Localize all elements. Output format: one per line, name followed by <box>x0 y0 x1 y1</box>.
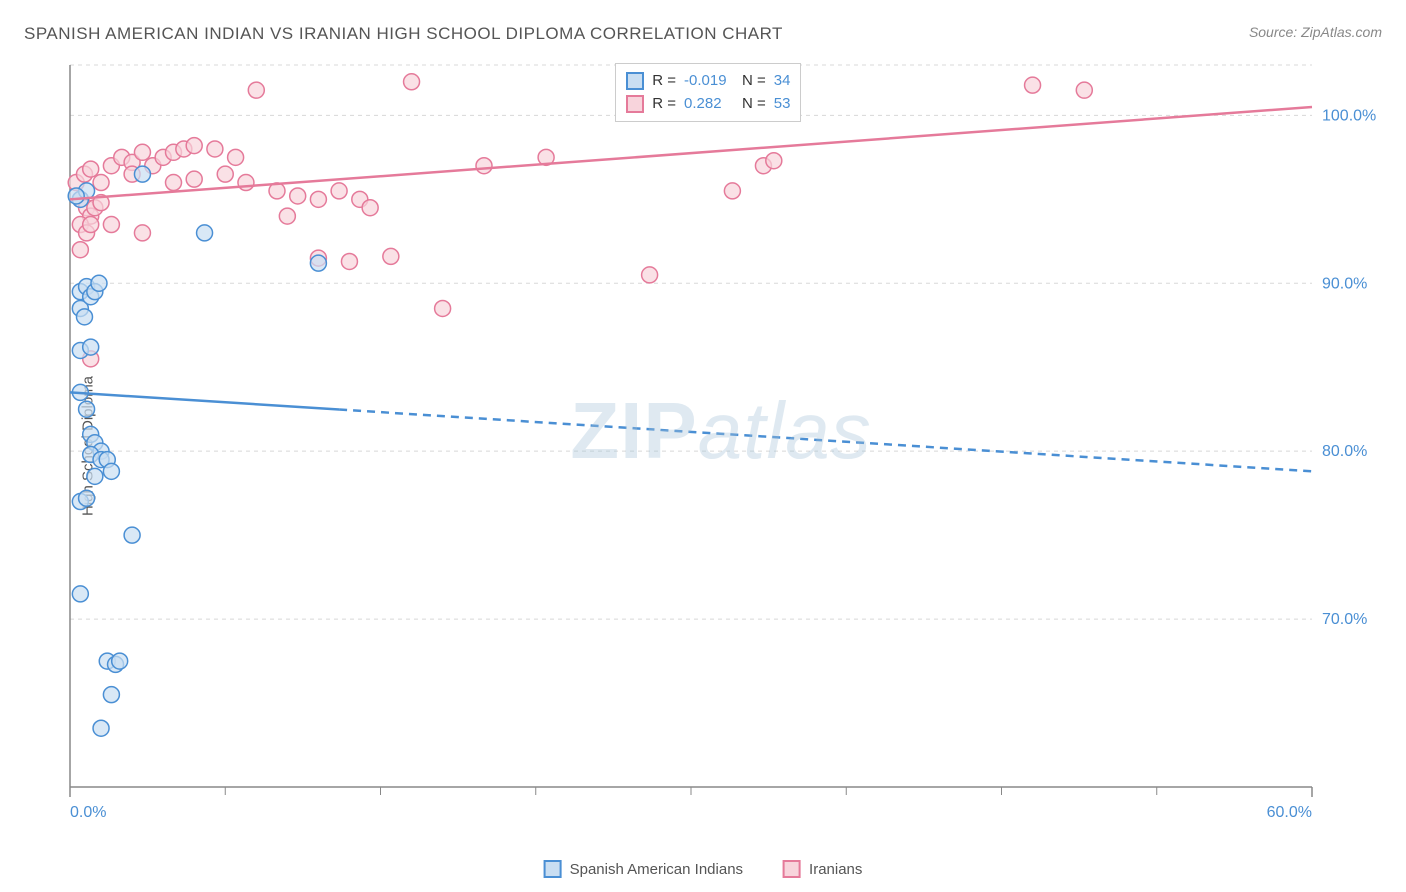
svg-text:60.0%: 60.0% <box>1267 804 1312 821</box>
svg-text:0.0%: 0.0% <box>70 804 106 821</box>
svg-text:80.0%: 80.0% <box>1322 443 1367 460</box>
correlation-legend: R = -0.019 N = 34 R = 0.282 N = 53 <box>615 63 801 122</box>
legend-row-blue: R = -0.019 N = 34 <box>626 70 790 93</box>
chart-svg: 0.0% 60.0% 70.0% 80.0% 90.0% 100.0% <box>60 60 1382 832</box>
source-attribution: Source: ZipAtlas.com <box>1249 24 1382 40</box>
chart-title: SPANISH AMERICAN INDIAN VS IRANIAN HIGH … <box>24 24 783 44</box>
legend-swatch-blue <box>544 860 562 878</box>
legend-label-pink: Iranians <box>809 861 862 878</box>
svg-text:70.0%: 70.0% <box>1322 611 1367 628</box>
n-value-pink: 53 <box>774 93 791 116</box>
chart-area: 0.0%60.0%70.0%80.0%90.0%100.0% ZIPatlas … <box>60 60 1382 832</box>
series-legend: Spanish American Indians Iranians <box>544 860 863 878</box>
legend-label-blue: Spanish American Indians <box>570 861 743 878</box>
n-label-text: N = <box>742 93 766 116</box>
svg-text:100.0%: 100.0% <box>1322 107 1376 124</box>
legend-swatch-blue <box>626 72 644 90</box>
r-value-blue: -0.019 <box>684 70 734 93</box>
n-value-blue: 34 <box>774 70 791 93</box>
r-label-text: R = <box>652 70 676 93</box>
legend-item-blue: Spanish American Indians <box>544 860 743 878</box>
n-label-text: N = <box>742 70 766 93</box>
legend-swatch-pink <box>626 95 644 113</box>
r-value-pink: 0.282 <box>684 93 734 116</box>
legend-swatch-pink <box>783 860 801 878</box>
legend-row-pink: R = 0.282 N = 53 <box>626 93 790 116</box>
svg-text:90.0%: 90.0% <box>1322 275 1367 292</box>
legend-item-pink: Iranians <box>783 860 862 878</box>
r-label-text: R = <box>652 93 676 116</box>
